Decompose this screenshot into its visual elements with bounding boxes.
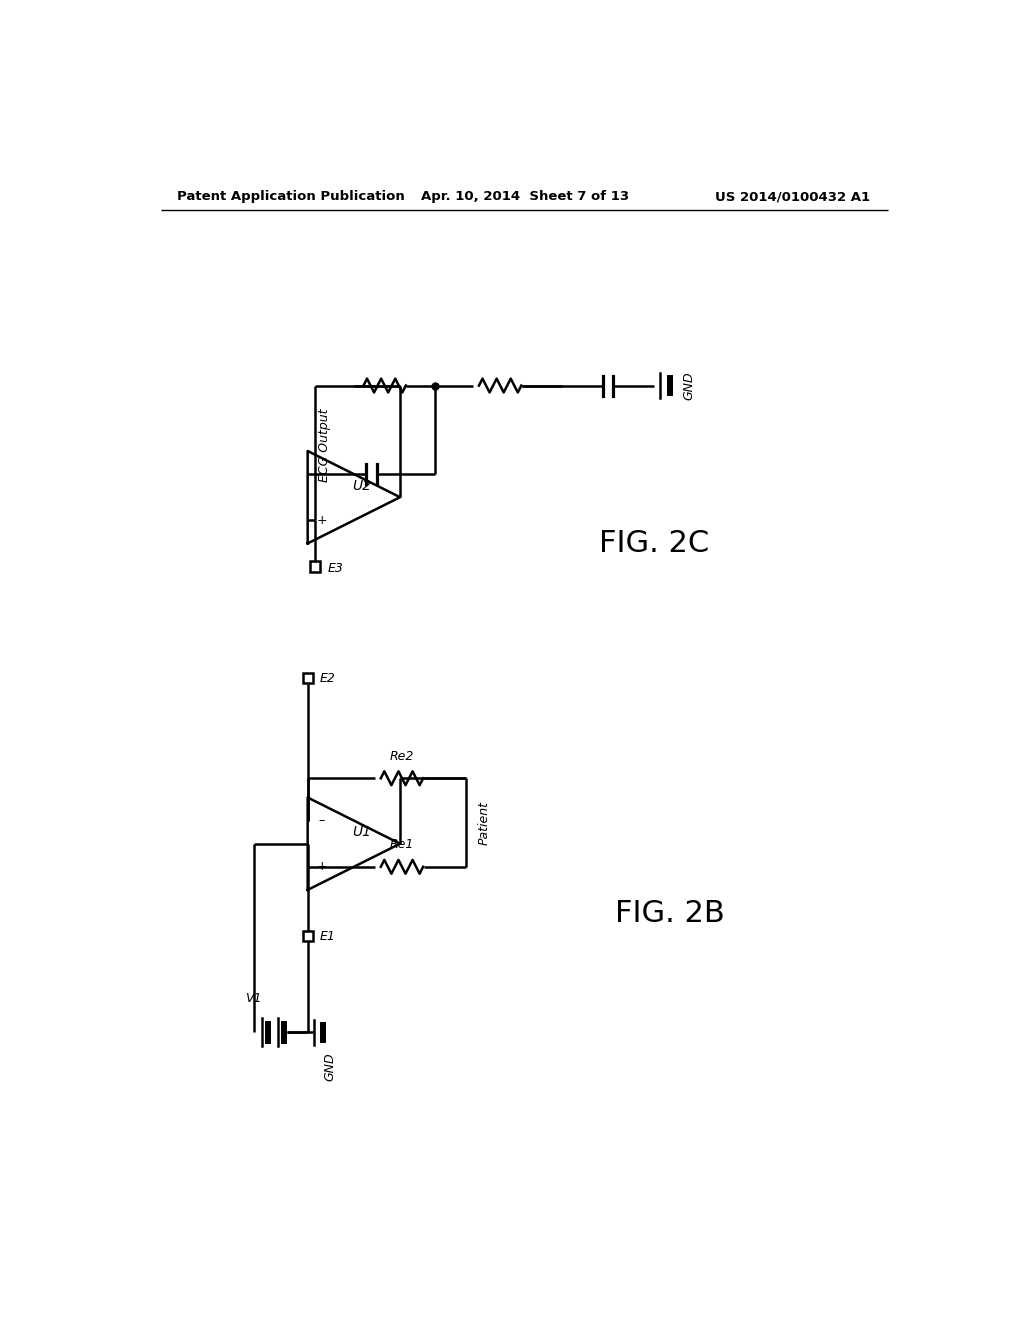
Text: +: +	[316, 513, 327, 527]
Text: Re2: Re2	[390, 750, 414, 763]
Text: E3: E3	[328, 561, 344, 574]
Text: Apr. 10, 2014  Sheet 7 of 13: Apr. 10, 2014 Sheet 7 of 13	[421, 190, 629, 203]
Text: E2: E2	[319, 672, 336, 685]
Text: GND: GND	[683, 371, 695, 400]
Text: –: –	[318, 814, 325, 828]
Text: +: +	[316, 861, 327, 874]
Text: Patient: Patient	[478, 800, 490, 845]
Text: GND: GND	[323, 1052, 336, 1081]
Text: E1: E1	[319, 929, 336, 942]
Text: Re1: Re1	[390, 838, 414, 851]
Text: FIG. 2C: FIG. 2C	[599, 529, 710, 558]
Bar	[303, 673, 312, 684]
Text: FIG. 2B: FIG. 2B	[614, 899, 724, 928]
Text: V1: V1	[246, 993, 262, 1006]
Text: –: –	[318, 467, 325, 480]
Text: ECG Output: ECG Output	[318, 408, 331, 482]
Text: U2: U2	[352, 479, 371, 492]
Text: US 2014/0100432 A1: US 2014/0100432 A1	[715, 190, 869, 203]
Text: U1: U1	[352, 825, 371, 840]
Bar	[310, 561, 321, 572]
Bar	[303, 931, 312, 941]
Text: Patent Application Publication: Patent Application Publication	[177, 190, 404, 203]
